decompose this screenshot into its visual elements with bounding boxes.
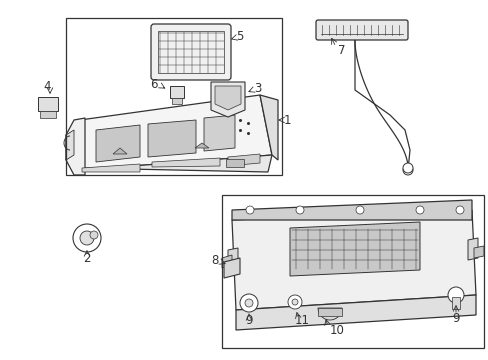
Polygon shape (227, 154, 260, 166)
Polygon shape (96, 125, 140, 162)
Text: 3: 3 (253, 81, 261, 95)
Polygon shape (231, 200, 471, 220)
Text: 9: 9 (451, 311, 459, 324)
Circle shape (245, 206, 253, 214)
Polygon shape (152, 158, 220, 167)
Circle shape (80, 231, 94, 245)
Polygon shape (210, 82, 244, 117)
Text: 7: 7 (337, 44, 345, 57)
Bar (40, 111, 56, 118)
Text: 2: 2 (83, 252, 91, 265)
Polygon shape (236, 295, 475, 330)
Polygon shape (195, 143, 208, 148)
Polygon shape (227, 248, 238, 272)
Circle shape (295, 206, 304, 214)
Text: 11: 11 (294, 314, 309, 327)
Polygon shape (222, 255, 231, 268)
Circle shape (355, 206, 363, 214)
Polygon shape (224, 258, 240, 278)
Circle shape (244, 299, 252, 307)
Wedge shape (317, 308, 341, 320)
Polygon shape (215, 86, 241, 110)
Circle shape (287, 295, 302, 309)
Polygon shape (82, 164, 140, 172)
FancyBboxPatch shape (315, 20, 407, 40)
Circle shape (73, 224, 101, 252)
Polygon shape (289, 222, 419, 276)
Polygon shape (260, 95, 278, 160)
Bar (38, 97, 58, 111)
Text: 10: 10 (329, 324, 344, 337)
Bar (451, 297, 459, 309)
Polygon shape (113, 148, 127, 154)
Polygon shape (66, 130, 74, 160)
Circle shape (447, 287, 463, 303)
Polygon shape (231, 210, 475, 310)
Bar (66, 18, 282, 175)
Polygon shape (467, 238, 477, 260)
Circle shape (402, 165, 412, 175)
Text: 9: 9 (245, 314, 252, 327)
Polygon shape (203, 115, 235, 151)
Polygon shape (66, 118, 85, 175)
Text: 8: 8 (211, 253, 219, 266)
Polygon shape (473, 246, 483, 258)
Bar (317, 308, 341, 316)
Text: 1: 1 (284, 113, 291, 126)
Circle shape (455, 206, 463, 214)
Text: 4: 4 (43, 80, 51, 93)
Text: 6: 6 (150, 77, 158, 90)
Polygon shape (80, 95, 271, 170)
FancyBboxPatch shape (151, 24, 230, 80)
Bar (222, 195, 483, 348)
Circle shape (240, 294, 258, 312)
Bar (225, 159, 244, 167)
Polygon shape (80, 155, 271, 172)
Circle shape (291, 299, 297, 305)
Bar (170, 86, 183, 98)
Circle shape (90, 231, 98, 239)
Circle shape (402, 163, 412, 173)
Bar (158, 31, 224, 73)
Text: 5: 5 (236, 30, 243, 42)
Circle shape (415, 206, 423, 214)
Bar (172, 98, 182, 104)
Polygon shape (148, 120, 196, 157)
